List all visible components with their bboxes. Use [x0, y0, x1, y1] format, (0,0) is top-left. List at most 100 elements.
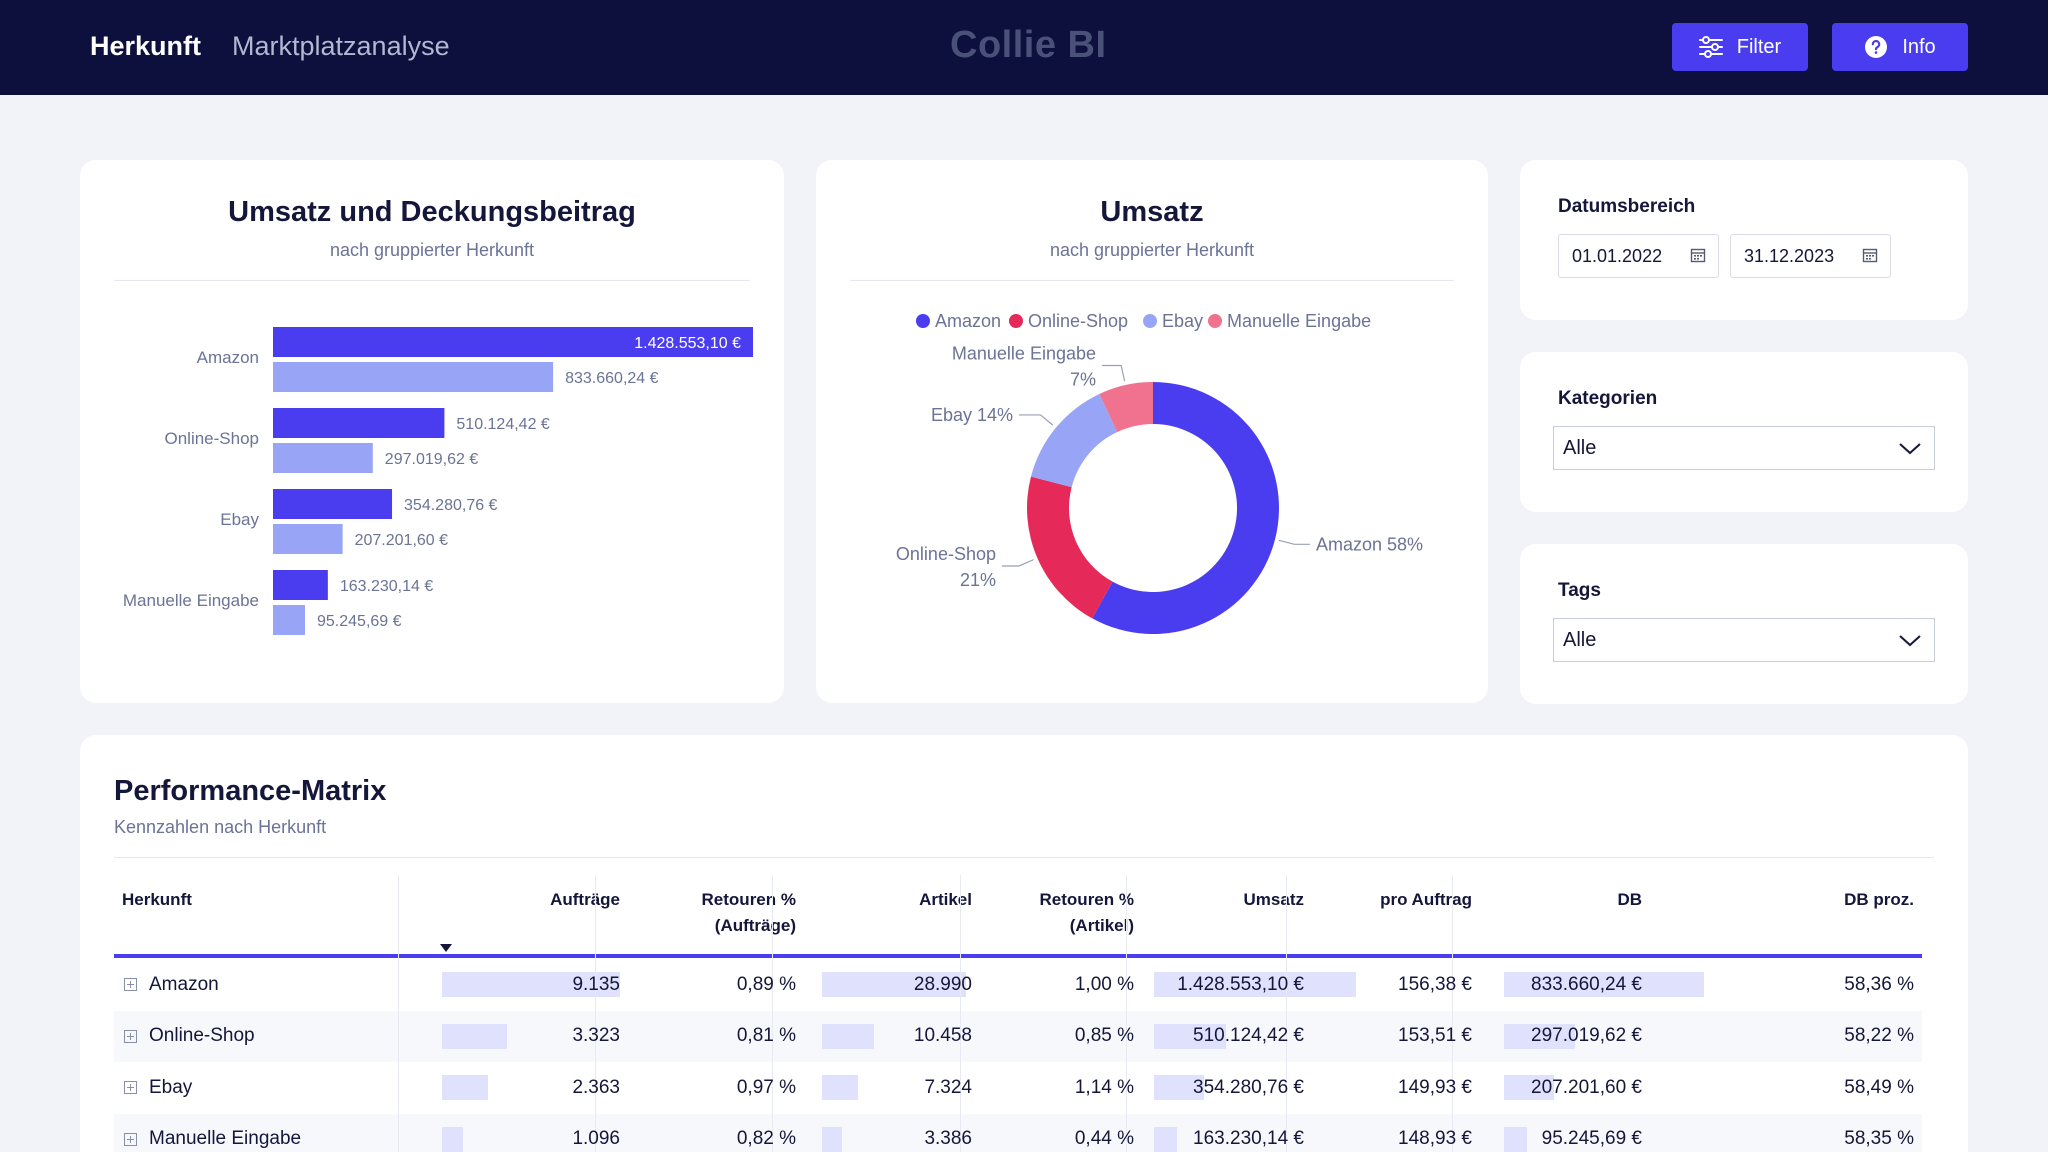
col-header-auftraege[interactable]: Aufträge [550, 890, 620, 909]
umsatz-cell: 1.428.553,10 € [1154, 959, 1304, 1010]
umsatz-bar[interactable] [273, 408, 445, 438]
expand-plus-icon[interactable] [124, 978, 137, 991]
donut-slice[interactable] [1099, 382, 1153, 432]
db-proz-cell: 58,35 % [1654, 1114, 1914, 1152]
bar-card-divider [114, 280, 750, 281]
matrix-divider [114, 857, 1934, 858]
legend-dot [1009, 314, 1023, 328]
umsatz-value: 510.124,42 € [1193, 1025, 1304, 1046]
filter-button[interactable]: Filter [1672, 23, 1808, 71]
databar [1504, 1126, 1527, 1152]
bar-value-label: 95.245,69 € [317, 613, 402, 630]
ret-art-cell: 0,85 % [982, 1011, 1134, 1062]
umsatz-bar[interactable] [273, 570, 328, 600]
databar [1504, 972, 1704, 997]
kategorien-label: Kategorien [1558, 388, 1658, 409]
db-cell: 207.201,60 € [1484, 1062, 1642, 1113]
col-header-umsatz[interactable]: Umsatz [1243, 890, 1304, 909]
donut-slice-label: Ebay 14% [931, 405, 1013, 425]
table-row[interactable]: Ebay 2.363 0,97 % 7.324 1,14 % 354.280,76 € 14… [114, 1062, 1922, 1113]
nav-herkunft[interactable]: Herkunft [90, 31, 202, 61]
db-proz-value: 58,22 % [1844, 1025, 1914, 1046]
artikel-cell: 28.990 [810, 959, 972, 1010]
table-row[interactable]: Amazon 9.135 0,89 % 28.990 1,00 % 1.428.553,1… [114, 959, 1922, 1010]
col-header-db-proz[interactable]: DB proz. [1844, 890, 1914, 909]
donut-chart-subtitle: nach gruppierter Herkunft [1049, 240, 1255, 260]
pro-auftrag-cell: 149,93 € [1314, 1062, 1472, 1113]
col-header-retouren-artikel[interactable]: Retouren % (Artikel) [982, 875, 1134, 957]
donut-leader-line [1102, 364, 1126, 382]
donut-slice[interactable] [1030, 393, 1118, 488]
db-proz-cell: 58,36 % [1654, 959, 1914, 1010]
herkunft-label: Online-Shop [149, 1025, 255, 1046]
column-separator [960, 875, 961, 1152]
col-header-artikel[interactable]: Artikel [919, 890, 972, 909]
kategorien-select[interactable]: Alle [1553, 426, 1935, 470]
databar [1154, 1023, 1227, 1049]
auftraege-value: 9.135 [572, 973, 620, 995]
ret-auf-cell: 0,82 % [630, 1114, 796, 1152]
legend-label[interactable]: Amazon [935, 311, 1001, 331]
bar-value-label: 297.019,62 € [385, 451, 479, 468]
db-bar[interactable] [273, 362, 554, 392]
sliders-icon [1698, 36, 1723, 58]
date-to-input[interactable]: 31.12.2023 [1730, 234, 1891, 278]
legend-label[interactable]: Ebay [1162, 311, 1203, 331]
db-cell: 95.245,69 € [1484, 1114, 1642, 1152]
ret-art-value: 1,14 % [1074, 1076, 1134, 1098]
db-proz-cell: 58,22 % [1654, 1011, 1914, 1062]
artikel-value: 7.324 [924, 1076, 972, 1098]
ret-art-value: 0,44 % [1074, 1128, 1134, 1149]
col-header-db[interactable]: DB [1617, 890, 1642, 909]
db-value: 297.019,62 € [1531, 1025, 1642, 1046]
col-header-herkunft[interactable]: Herkunft [122, 890, 192, 909]
db-value: 95.245,69 € [1541, 1128, 1642, 1149]
bar-value-label: 833.660,24 € [565, 370, 659, 387]
db-proz-value: 58,35 % [1844, 1128, 1914, 1149]
date-from-input[interactable]: 01.01.2022 [1558, 234, 1719, 278]
db-bar[interactable] [273, 443, 373, 473]
db-cell: 833.660,24 € [1484, 959, 1642, 1010]
legend-label[interactable]: Online-Shop [1028, 311, 1128, 331]
umsatz-bar[interactable] [273, 489, 393, 519]
pro-auftrag-cell: 156,38 € [1314, 959, 1472, 1010]
legend-label[interactable]: Manuelle Eingabe [1227, 311, 1371, 331]
top-bar: Herkunft Marktplatzanalyse Collie BI Fil… [0, 0, 2048, 95]
donut-slice[interactable] [1027, 476, 1113, 619]
umsatz-db-card: Umsatz und Deckungsbeitrag nach gruppier… [80, 160, 784, 703]
expand-plus-icon[interactable] [124, 1029, 137, 1043]
filter-button-label: Filter [1736, 35, 1782, 58]
auftraege-value: 2.363 [572, 1076, 620, 1098]
column-separator [595, 875, 596, 1152]
calendar-icon[interactable] [1690, 247, 1706, 268]
info-button[interactable]: Info [1832, 23, 1968, 71]
calendar-icon[interactable] [1862, 247, 1878, 268]
expand-plus-icon[interactable] [124, 1132, 137, 1146]
db-bar[interactable] [273, 524, 343, 554]
donut-slice[interactable] [1092, 382, 1279, 634]
herkunft-cell: Amazon [114, 959, 414, 1010]
bar-chart: Amazon 1.428.553,10 € 833.660,24 € Online-S… [123, 327, 753, 635]
herkunft-label: Amazon [149, 973, 219, 995]
table-row[interactable]: Manuelle Eingabe 1.096 0,82 % 3.386 0,44 % 16… [114, 1113, 1922, 1152]
col-header-pro-auftrag[interactable]: pro Auftrag [1380, 890, 1472, 909]
table-row[interactable]: Online-Shop 3.323 0,81 % 10.458 0,85 % 510.12… [114, 1010, 1922, 1062]
bar-chart-subtitle: nach gruppierter Herkunft [329, 240, 535, 260]
bar-category-label: Amazon [197, 348, 259, 367]
ret-art-cell: 1,00 % [982, 959, 1134, 1010]
bar-category-label: Ebay [220, 510, 259, 529]
db-bar[interactable] [273, 605, 306, 635]
databar [442, 1075, 489, 1100]
umsatz-bar[interactable] [273, 327, 753, 357]
umsatz-value: 1.428.553,10 € [1177, 973, 1304, 995]
expand-plus-icon[interactable] [124, 1081, 137, 1094]
databar [1504, 1075, 1554, 1100]
tags-select[interactable]: Alle [1553, 618, 1935, 662]
sort-descending-icon[interactable] [440, 939, 452, 957]
bar-value-label: 1.428.553,10 € [634, 335, 741, 352]
tags-value: Alle [1563, 628, 1597, 651]
nav-marktplatzanalyse[interactable]: Marktplatzanalyse [232, 31, 450, 61]
herkunft-cell: Ebay [114, 1062, 414, 1113]
databar [1154, 1075, 1205, 1100]
bar-value-label: 510.124,42 € [456, 416, 550, 433]
